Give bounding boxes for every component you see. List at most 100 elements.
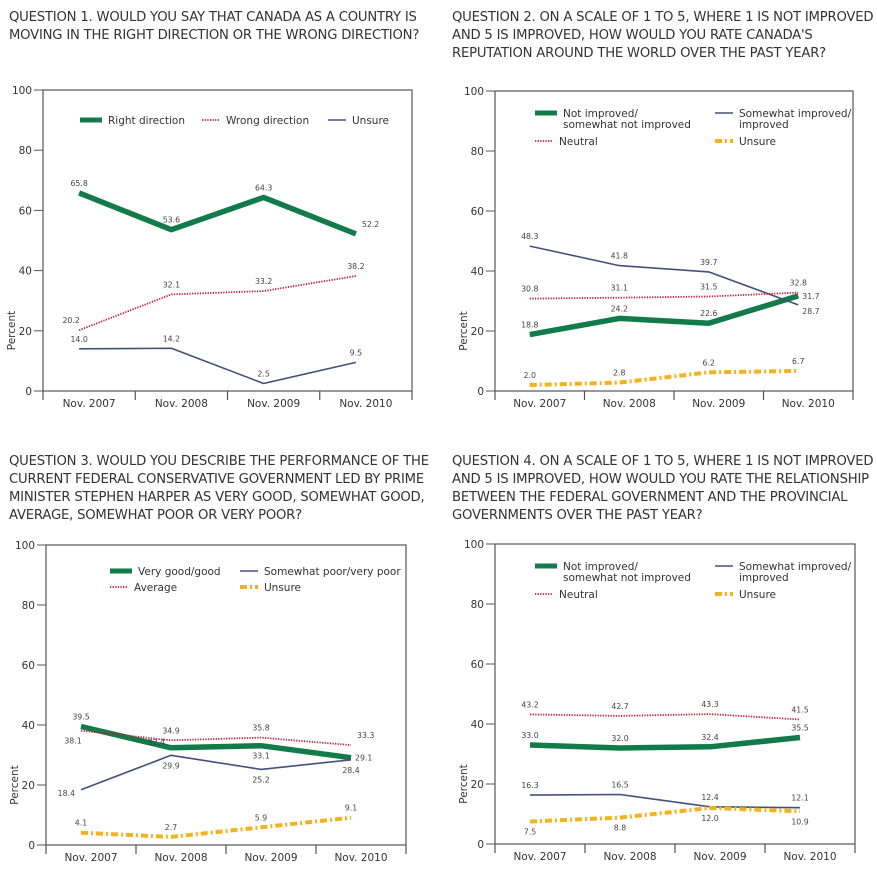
legend-label: Somewhat poor/very poor <box>264 566 401 578</box>
series-line-unsure <box>79 347 357 385</box>
chart-legend: Very good/good Somewhat poor/very poor Ave… <box>110 566 401 594</box>
x-tick-label: Nov. 2008 <box>603 398 656 410</box>
y-tick-label: 100 <box>15 540 35 552</box>
legend-label: Wrong direction <box>226 115 309 127</box>
y-tick-label: 60 <box>19 205 32 217</box>
series-line-somewhat-improved <box>529 245 799 306</box>
x-tick-label: Nov. 2009 <box>247 398 300 410</box>
y-axis-title: Percent <box>458 764 470 804</box>
line-chart-q2: 0 20 40 60 80 100 Percent Nov. 2007 Nov. 2008 Nov… <box>458 86 854 410</box>
data-label: 31.1 <box>611 284 628 293</box>
chart-panel-q2: QUESTION 2. ON A SCALE OF 1 TO 5, WHERE … <box>443 0 877 434</box>
y-tick-label: 80 <box>471 146 484 158</box>
legend-label: Unsure <box>264 582 301 594</box>
data-label: 32.1 <box>163 280 180 289</box>
data-label: 29.9 <box>162 761 179 770</box>
x-tick-label: Nov. 2009 <box>244 852 297 864</box>
data-label: 4.1 <box>75 819 87 828</box>
x-tick-label: Nov. 2007 <box>513 851 566 863</box>
y-tick-label: 80 <box>471 599 484 611</box>
plot-frame <box>45 544 407 846</box>
chart-title: QUESTION 3. WOULD YOU DESCRIBE THE PERFO… <box>9 454 429 523</box>
data-label: 43.2 <box>521 700 538 709</box>
data-label: 16.5 <box>611 781 628 790</box>
y-tick-label: 80 <box>22 600 35 612</box>
data-label: 39.5 <box>72 713 89 722</box>
x-tick-label: Nov. 2009 <box>693 851 746 863</box>
x-tick-label: Nov. 2010 <box>782 398 835 410</box>
data-label: 33.1 <box>252 752 269 761</box>
y-axis-title: Percent <box>6 311 18 351</box>
chart-panel-q1: QUESTION 1. WOULD YOU SAY THAT CANADA AS… <box>0 0 438 434</box>
line-chart-q4: 0 20 40 60 80 100 Percent Nov. 2007 Nov. 2008 Nov… <box>458 539 856 863</box>
data-label: 28.4 <box>342 766 359 775</box>
data-label: 7.5 <box>524 828 536 837</box>
data-label: 52.2 <box>362 220 379 229</box>
plot-frame <box>494 90 854 392</box>
y-tick-label: 40 <box>19 266 32 278</box>
legend-label: Neutral <box>559 136 598 148</box>
y-tick-label: 100 <box>464 539 484 551</box>
data-label: 22.6 <box>700 309 717 318</box>
data-label: 28.7 <box>802 307 819 316</box>
legend-label: Somewhat improved/improved <box>739 561 852 584</box>
data-label: 20.2 <box>62 316 79 325</box>
data-label: 35.8 <box>252 724 269 733</box>
data-label: 35.5 <box>791 724 808 733</box>
data-label: 2.5 <box>257 369 269 378</box>
y-tick-label: 0 <box>477 839 484 851</box>
data-label: 53.6 <box>163 216 180 225</box>
data-label: 32.0 <box>611 734 628 743</box>
data-label: 18.4 <box>58 789 75 798</box>
y-tick-label: 20 <box>471 326 484 338</box>
legend-label: Right direction <box>108 115 185 127</box>
data-label: 14.2 <box>163 334 180 343</box>
data-label: 43.3 <box>701 700 718 709</box>
series-line-neutral <box>529 291 799 300</box>
data-label: 32.4 <box>148 738 165 747</box>
chart-legend: Not improved/somewhat not improved Somewh… <box>535 108 852 148</box>
chart-panel-q4: QUESTION 4. ON A SCALE OF 1 TO 5, WHERE … <box>443 444 877 878</box>
data-label: 2.8 <box>613 369 625 378</box>
line-chart-q1: 0 20 40 60 80 100 Percent Nov. 2007 Nov. 2008 Nov… <box>6 85 413 410</box>
series-line-very-good-good <box>80 723 352 761</box>
series-line-neutral <box>529 713 801 721</box>
chart-title: QUESTION 4. ON A SCALE OF 1 TO 5, WHERE … <box>452 454 874 523</box>
chart-legend: Right direction Wrong direction Unsure <box>80 115 389 127</box>
legend-label: Not improved/somewhat not improved <box>563 561 691 584</box>
y-tick-label: 100 <box>12 85 32 97</box>
data-label: 2.0 <box>524 371 536 380</box>
legend-label: Unsure <box>739 136 776 148</box>
data-label: 29.1 <box>355 754 372 763</box>
legend-label: Average <box>134 582 177 594</box>
y-tick-label: 80 <box>19 145 32 157</box>
data-label: 9.5 <box>350 348 362 357</box>
data-label: 5.9 <box>255 813 267 822</box>
series-line-right-direction <box>78 190 357 237</box>
y-tick-label: 100 <box>464 86 484 98</box>
y-axis-title: Percent <box>458 311 470 351</box>
data-label: 38.1 <box>64 737 81 746</box>
data-label: 14.0 <box>70 335 87 344</box>
data-label: 12.1 <box>791 794 808 803</box>
series-line-average <box>80 729 352 746</box>
data-label: 39.7 <box>700 258 717 267</box>
data-label: 8.8 <box>614 824 626 833</box>
x-tick-label: Nov. 2008 <box>603 851 656 863</box>
data-label: 6.2 <box>703 358 715 367</box>
legend-label: Somewhat improved/improved <box>739 108 852 131</box>
series-line-unsure <box>80 815 352 839</box>
data-label: 38.2 <box>347 262 364 271</box>
data-label: 30.8 <box>521 285 538 294</box>
x-tick-label: Nov. 2007 <box>64 852 117 864</box>
chart-legend: Not improved/somewhat not improved Somewh… <box>535 561 852 601</box>
chart-title: QUESTION 1. WOULD YOU SAY THAT CANADA AS… <box>9 10 420 43</box>
y-tick-label: 40 <box>471 719 484 731</box>
data-label: 32.4 <box>701 733 718 742</box>
data-label: 24.2 <box>611 304 628 313</box>
legend-label: Unsure <box>739 589 776 601</box>
data-label: 64.3 <box>255 183 272 192</box>
series-line-not-improved <box>529 734 801 751</box>
series-line-not-improved <box>529 293 800 338</box>
y-tick-label: 40 <box>22 720 35 732</box>
